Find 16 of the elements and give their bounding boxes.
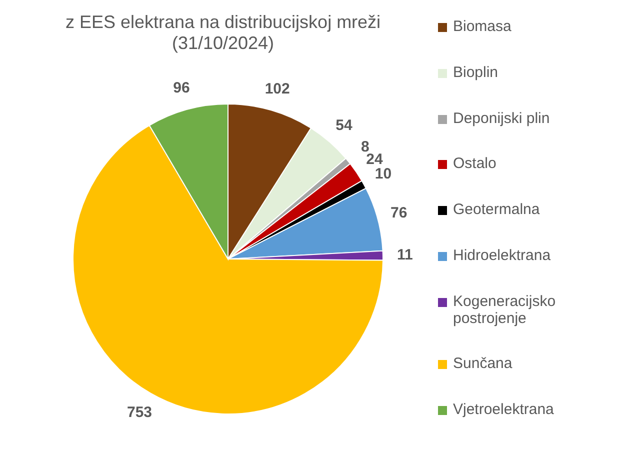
legend-label: Hidroelektrana [453,246,551,264]
chart-title: z EES elektrana na distribucijskoj mreži (31/10/2024) [64,12,382,54]
legend-label: Biomasa [453,18,512,35]
data-label: 753 [126,404,152,421]
data-label: 102 [264,80,290,98]
data-label: 76 [390,204,408,222]
legend-label: Geotermalna [453,201,540,218]
legend-label: Kogeneracijsko postrojenje [453,292,557,326]
legend-label: Vjetroelektrana [453,401,554,418]
data-label: 11 [397,246,413,264]
legend-label: Deponijski plin [453,110,550,126]
data-label: 96 [173,80,190,97]
legend-label: Ostalo [453,155,496,172]
data-label: 54 [336,116,354,134]
legend-label: Bioplin [453,64,498,81]
legend-label: Sunčana [453,355,512,372]
